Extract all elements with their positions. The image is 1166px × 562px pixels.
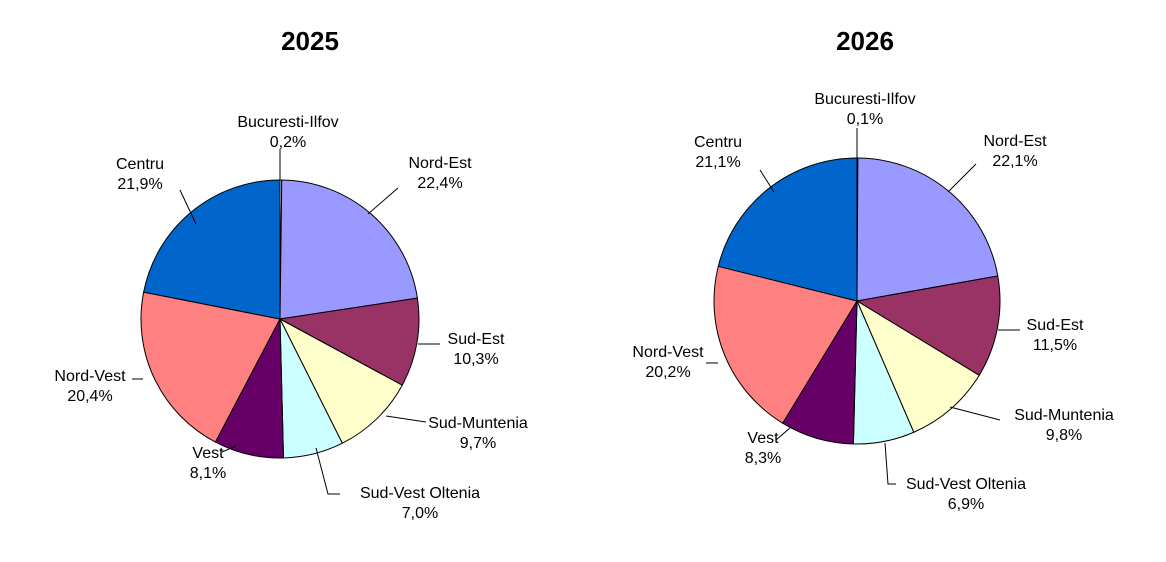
pie-slice-nord-est: [856, 157, 999, 302]
slice-name-label-vest: Vest: [192, 445, 224, 462]
chart-title-2026: 2026: [836, 26, 894, 56]
leader-line-nord-est: [947, 163, 977, 193]
slice-name-label-vest: Vest: [747, 430, 779, 447]
slice-name-label-nord-est: Nord-Est: [408, 155, 472, 172]
leader-line-centru: [179, 189, 197, 225]
slice-name-label-bucuresti-ilfov: Bucuresti-Ilfov: [814, 91, 915, 108]
slice-value-label-nord-est: 22,4%: [417, 175, 462, 192]
leader-line-nord-est: [367, 187, 399, 215]
slice-value-label-bucuresti-ilfov: 0,2%: [270, 134, 306, 151]
leader-line-vest: [221, 445, 237, 453]
slice-name-label-sud-muntenia: Sud-Muntenia: [1014, 407, 1114, 424]
slice-value-label-nord-vest: 20,2%: [645, 364, 690, 381]
slice-name-label-sud-vest-oltenia: Sud-Vest Oltenia: [906, 476, 1026, 493]
slice-value-label-centru: 21,9%: [117, 176, 162, 193]
leader-line-sud-vest-oltenia: [315, 447, 340, 495]
slice-value-label-sud-muntenia: 9,8%: [1046, 427, 1082, 444]
slice-name-label-sud-muntenia: Sud-Muntenia: [428, 415, 528, 432]
leader-line-sud-muntenia: [949, 406, 1001, 421]
slice-value-label-nord-vest: 20,4%: [67, 388, 112, 405]
pie-chart-2026: Bucuresti-Ilfov 0,1% Nord-Est 22,1% Sud-Est 1…: [632, 91, 1113, 513]
slice-value-label-vest: 8,3%: [745, 450, 781, 467]
pie-slice-nord-est: [279, 179, 418, 320]
leader-line-sud-vest-oltenia: [884, 442, 896, 485]
slice-name-label-sud-vest-oltenia: Sud-Vest Oltenia: [360, 485, 480, 502]
leader-line-centru: [759, 169, 775, 193]
slice-name-label-bucuresti-ilfov: Bucuresti-Ilfov: [237, 114, 338, 131]
slice-value-label-vest: 8,1%: [190, 465, 226, 482]
slice-value-label-sud-vest-oltenia: 6,9%: [948, 496, 984, 513]
slice-name-label-centru: Centru: [694, 134, 742, 151]
pie-slice-sud-muntenia: [278, 317, 403, 444]
pie-slice-sud-est: [855, 275, 1001, 377]
pie-slice-nord-vest: [140, 291, 281, 443]
slice-name-label-nord-est: Nord-Est: [983, 133, 1047, 150]
slice-value-label-sud-est: 11,5%: [1033, 337, 1077, 354]
slice-value-label-sud-muntenia: 9,7%: [460, 435, 496, 452]
leader-line-sud-muntenia: [385, 415, 427, 423]
slice-name-label-nord-vest: Nord-Vest: [632, 344, 704, 361]
slice-name-label-sud-est: Sud-Est: [448, 331, 505, 348]
slice-name-label-centru: Centru: [116, 156, 164, 173]
pie-chart-2025: Bucuresti-Ilfov 0,2% Nord-Est 22,4% Sud-Est 1…: [54, 114, 527, 522]
slice-name-label-nord-vest: Nord-Vest: [54, 368, 126, 385]
slice-value-label-centru: 21,1%: [695, 154, 740, 171]
slice-value-label-bucuresti-ilfov: 0,1%: [847, 111, 883, 128]
slice-value-label-sud-est: 10,3%: [453, 351, 498, 368]
pie-slice-nord-vest: [713, 265, 858, 424]
pie-slice-sud-est: [278, 297, 420, 386]
leader-line-vest: [775, 427, 791, 441]
slice-value-label-nord-est: 22,1%: [992, 153, 1037, 170]
pie-slice-sud-muntenia: [855, 299, 980, 433]
pie-slice-centru: [717, 157, 858, 302]
slice-name-label-sud-est: Sud-Est: [1027, 317, 1084, 334]
chart-title-2025: 2025: [281, 26, 339, 56]
slice-value-label-sud-vest-oltenia: 7,0%: [402, 505, 438, 522]
pie-slice-centru: [143, 179, 281, 320]
